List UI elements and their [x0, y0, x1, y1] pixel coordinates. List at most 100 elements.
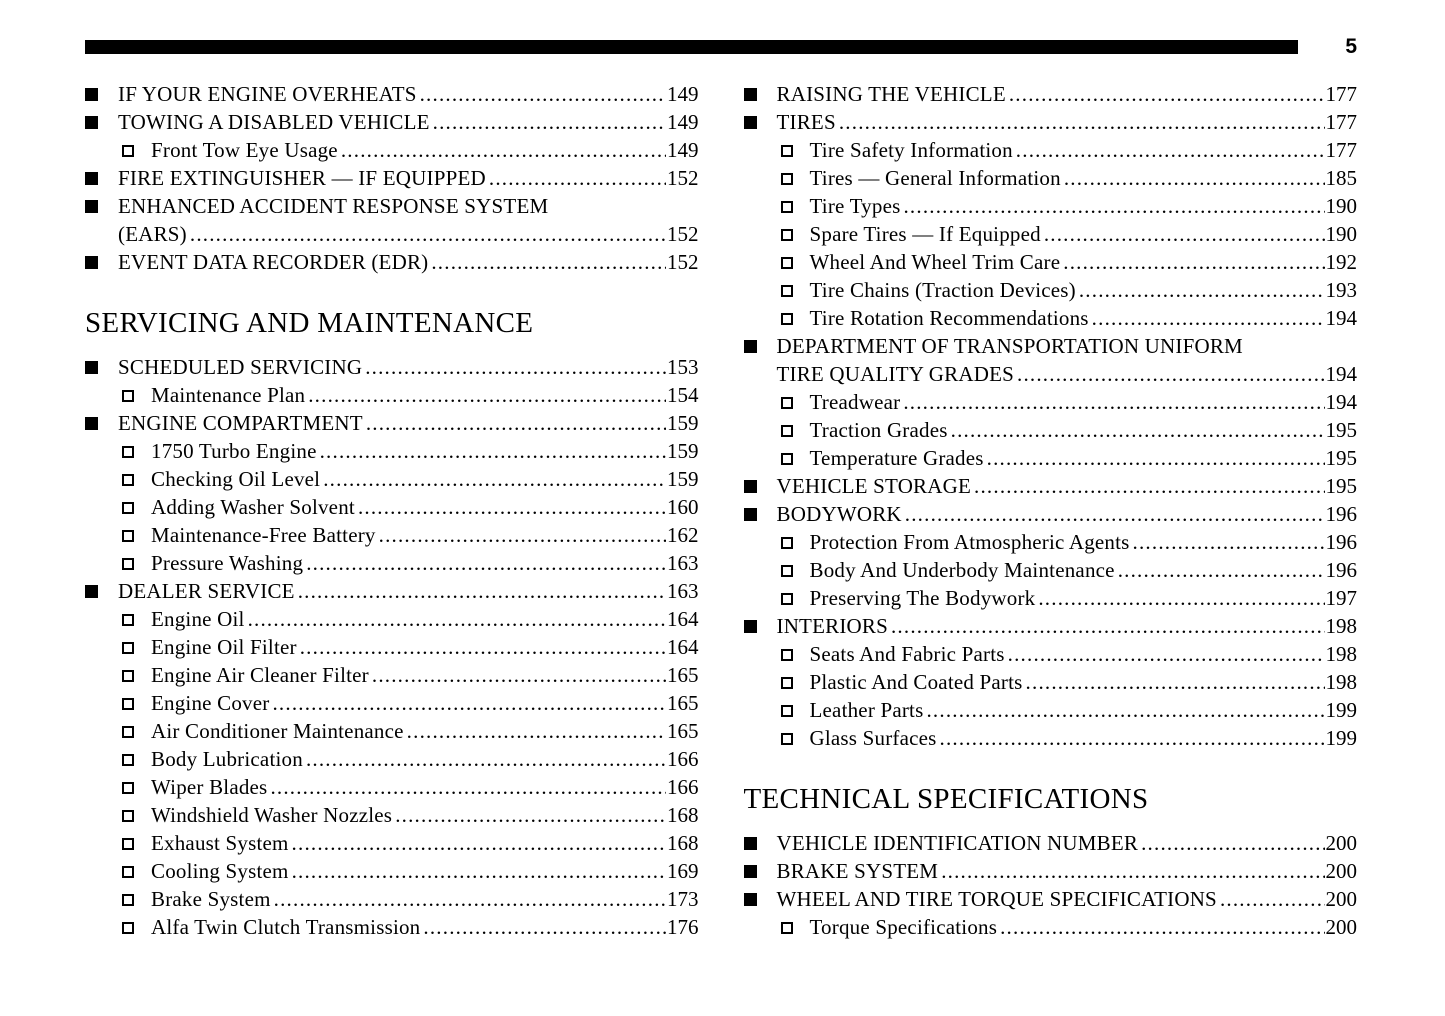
toc-entry-label: Brake System [151, 887, 271, 911]
hollow-square-bullet-icon [780, 201, 793, 213]
toc-entry-label: Engine Air Cleaner Filter [151, 663, 369, 687]
dot-leader [433, 108, 666, 136]
toc-entry: Glass Surfaces 199 [744, 724, 1357, 752]
toc-entry-label: Engine Oil Filter [151, 635, 297, 659]
toc-entry-page: 173 [667, 887, 699, 911]
toc-entry-label: Cooling System [151, 859, 289, 883]
toc-entry: Engine Oil 164 [85, 605, 699, 633]
dot-leader [306, 745, 666, 773]
toc-entry: Temperature Grades 195 [744, 444, 1358, 472]
toc-entry-label: Tires — General Information [809, 166, 1061, 190]
dot-leader [372, 661, 666, 689]
toc-entry-continuation: TIRE QUALITY GRADES 194 [744, 360, 1358, 388]
toc-entry: Wheel And Wheel Trim Care 192 [744, 248, 1357, 276]
dot-leader [1017, 360, 1325, 388]
toc-entry-label: FIRE EXTINGUISHER — IF EQUIPPED [118, 166, 486, 190]
filled-square-bullet-icon [85, 172, 98, 185]
toc-entry-page: 193 [1325, 278, 1358, 302]
toc-entry-page: 200 [1325, 831, 1358, 855]
toc-entry-page: 149 [667, 138, 699, 162]
page-number: 5 [1345, 35, 1357, 58]
toc-entry-label: Spare Tires — If Equipped [809, 222, 1041, 246]
hollow-square-bullet-icon [122, 698, 134, 710]
toc-entry-page: 195 [1325, 446, 1358, 470]
hollow-square-bullet-icon [122, 726, 134, 738]
toc-entry: Traction Grades 195 [744, 416, 1357, 444]
toc-entry: Preserving The Bodywork 197 [744, 584, 1357, 612]
toc-entry-page: 168 [667, 803, 699, 827]
toc-entry-label: Torque Specifications [809, 915, 998, 939]
filled-square-bullet-icon [743, 893, 757, 906]
toc-entry-page: 164 [667, 607, 699, 631]
hollow-square-bullet-icon [122, 838, 134, 850]
dot-leader [1038, 584, 1324, 612]
header-rule [85, 40, 1298, 54]
dot-leader [1016, 136, 1325, 164]
filled-square-bullet-icon [743, 480, 757, 493]
dot-leader [248, 605, 666, 633]
toc-entry-label: Windshield Washer Nozzles [151, 803, 393, 827]
hollow-square-bullet-icon [122, 502, 134, 514]
toc-entry: Cooling System 169 [85, 857, 699, 885]
toc-entry: BODYWORK 196 [743, 500, 1358, 528]
toc-entry-label: TOWING A DISABLED VEHICLE [118, 110, 430, 134]
dot-leader [270, 773, 666, 801]
toc-entry-page: 152 [667, 222, 699, 246]
toc-entry-page: 194 [1325, 362, 1358, 386]
toc-entry: Body Lubrication 166 [85, 745, 699, 773]
toc-entry-label: Front Tow Eye Usage [151, 138, 338, 162]
filled-square-bullet-icon [743, 340, 757, 353]
dot-leader [940, 724, 1325, 752]
toc-entry-page: 160 [667, 495, 699, 519]
toc-entry-page: 166 [667, 747, 699, 771]
toc-entry: Spare Tires — If Equipped 190 [744, 220, 1358, 248]
toc-entry-label: BODYWORK [776, 502, 902, 526]
toc-entry-page: 196 [1325, 558, 1358, 582]
toc-entry-page: 198 [1325, 642, 1358, 666]
dot-leader [1044, 220, 1325, 248]
toc-entry-page: 152 [667, 250, 699, 274]
toc-entry-page: 177 [1325, 82, 1358, 106]
dot-leader [905, 500, 1325, 528]
toc-entry-page: 185 [1325, 166, 1358, 190]
dot-leader [941, 857, 1324, 885]
toc-entry-label: 1750 Turbo Engine [151, 439, 317, 463]
dot-leader [1133, 528, 1325, 556]
toc-entry-page: 199 [1325, 698, 1358, 722]
dot-leader [298, 577, 666, 605]
toc-entry-label: ENHANCED ACCIDENT RESPONSE SYSTEM [118, 194, 549, 218]
toc-entry-label: Plastic And Coated Parts [809, 670, 1023, 694]
toc-entry-label: Glass Surfaces [809, 726, 937, 750]
filled-square-bullet-icon [85, 116, 98, 129]
dot-leader [395, 801, 666, 829]
filled-square-bullet-icon [743, 865, 757, 878]
toc-entry: VEHICLE IDENTIFICATION NUMBER 200 [743, 829, 1358, 857]
hollow-square-bullet-icon [122, 614, 134, 626]
toc-entry-label: Treadwear [809, 390, 901, 414]
toc-entry-page: 154 [667, 383, 699, 407]
dot-leader [1118, 556, 1325, 584]
toc-entry-label: Air Conditioner Maintenance [151, 719, 404, 743]
filled-square-bullet-icon [743, 88, 757, 101]
filled-square-bullet-icon [743, 837, 757, 850]
dot-leader [1079, 276, 1325, 304]
toc-entry-label: Engine Oil [151, 607, 245, 631]
hollow-square-bullet-icon [780, 565, 793, 577]
toc-entry-page: 166 [667, 775, 699, 799]
toc-entry-label: Exhaust System [151, 831, 289, 855]
hollow-square-bullet-icon [122, 810, 134, 822]
toc-entry-page: 164 [667, 635, 699, 659]
toc-entry: Windshield Washer Nozzles 168 [85, 801, 699, 829]
toc-entry-page: 198 [1325, 614, 1358, 638]
toc-entry-page: 200 [1325, 859, 1358, 883]
toc-entry: RAISING THE VEHICLE 177 [743, 80, 1358, 108]
toc-entry-label: Maintenance Plan [151, 383, 306, 407]
toc-entry: INTERIORS 198 [743, 612, 1358, 640]
toc-entry-label: Traction Grades [809, 418, 948, 442]
toc-entry-page: 196 [1325, 502, 1358, 526]
hollow-square-bullet-icon [122, 474, 134, 486]
toc-entry-page: 200 [1325, 887, 1358, 911]
toc-entry-page: 190 [1325, 222, 1358, 246]
toc-entry: Alfa Twin Clutch Transmission 176 [85, 913, 699, 941]
dot-leader [358, 493, 666, 521]
